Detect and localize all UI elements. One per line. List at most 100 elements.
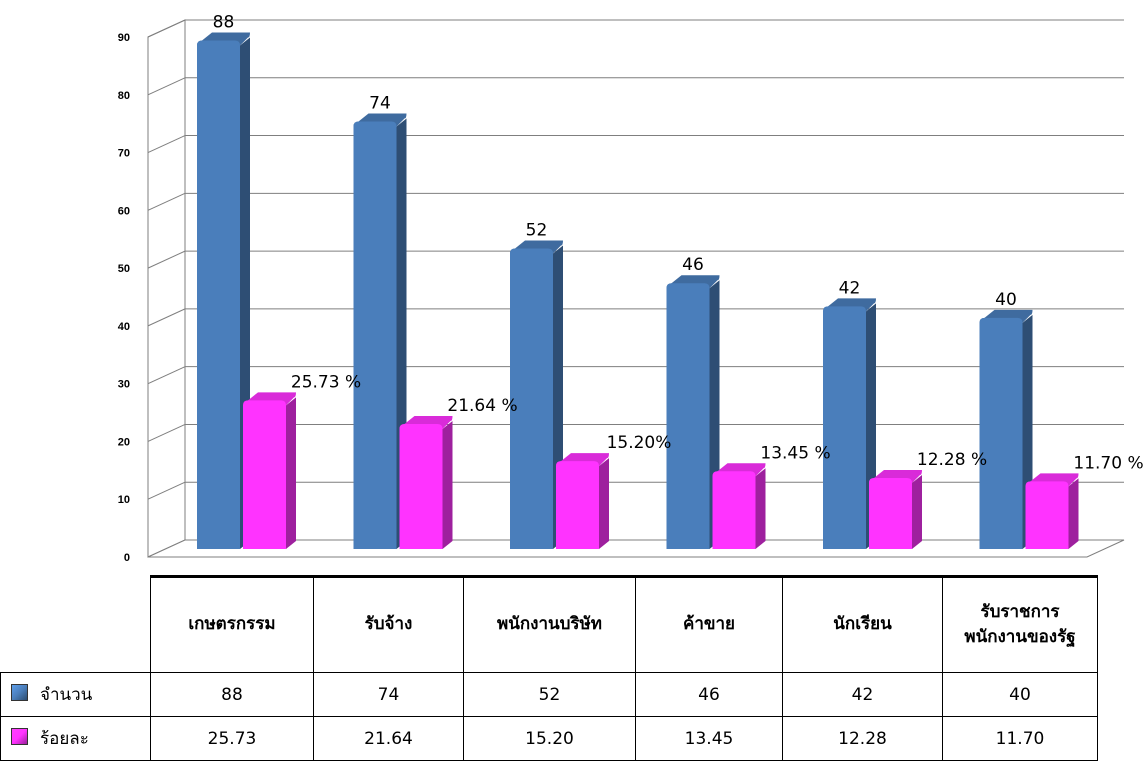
y-tick-label: 40 [118, 321, 130, 333]
table-corner-cell [1, 577, 151, 673]
data-label: 25.73 % [291, 372, 361, 392]
category-header: รับราชการพนักงานของรัฐ [942, 575, 1098, 673]
y-tick-label: 0 [124, 552, 130, 564]
y-tick-label: 60 [118, 205, 130, 217]
bar [399, 415, 453, 549]
bar-front [510, 248, 553, 550]
y-tick-label: 10 [118, 494, 130, 506]
bar-front [243, 400, 286, 549]
category-label: รับจ้าง [364, 614, 413, 635]
table-header-row: เกษตรกรรม รับจ้าง พนักงานบริษัท ค้าขาย นักเร… [1, 575, 1098, 673]
gridline-depth [147, 366, 186, 385]
y-axis-ticks: 0 10 20 30 40 50 60 70 80 90 [118, 32, 130, 564]
data-label: 40 [995, 290, 1017, 310]
table-row: ร้อยละ 25.73 21.64 15.20 13.45 12.28 11.70 [0, 716, 1098, 761]
side-wall [147, 19, 186, 558]
bar-front [666, 283, 710, 549]
category-label: ค้าขาย [682, 614, 736, 635]
bar [712, 463, 766, 549]
bar-chart: 0 10 20 30 40 50 60 70 80 90 88 25.73 % 74 21.64 % 52… [118, 13, 1143, 564]
bar-front [979, 317, 1023, 549]
table-row: จำนวน 88 74 52 46 42 40 [0, 672, 1098, 717]
gridline-depth [147, 250, 186, 269]
data-label: 74 [369, 93, 391, 113]
bar-side [599, 458, 609, 549]
category-label: นักเรียน [833, 614, 892, 635]
chart-bars [197, 32, 1079, 550]
bar-front [399, 423, 443, 549]
gridline-depth [147, 135, 186, 154]
bar-front [556, 461, 599, 549]
data-labels: 88 25.73 % 74 21.64 % 52 15.20% 46 13.45 % 42 12.… [213, 13, 1143, 474]
legend-entry: ร้อยละ [0, 716, 151, 761]
data-label: 46 [682, 255, 704, 275]
legend-swatch [11, 684, 28, 701]
category-label: เกษตรกรรม [188, 614, 276, 635]
legend-swatch [11, 728, 28, 745]
gridline-depth [147, 308, 186, 327]
bar [1025, 473, 1079, 549]
bar [869, 470, 922, 549]
table-cell: 40 [942, 672, 1098, 717]
category-header: นักเรียน [782, 575, 943, 673]
data-label: 88 [213, 13, 235, 33]
category-header: ค้าขาย [635, 575, 783, 673]
data-label: 12.28 % [917, 450, 987, 470]
table-cell: 12.28 [782, 716, 943, 761]
chart-floor [147, 539, 1125, 558]
bar-front [823, 306, 866, 549]
table-cell: 52 [463, 672, 636, 717]
table-cell: 74 [313, 672, 464, 717]
data-label: 15.20% [607, 433, 672, 453]
bar-front [869, 478, 912, 549]
legend-entry: จำนวน [0, 672, 151, 717]
bar [556, 453, 609, 549]
category-label: รับราชการ [980, 601, 1060, 622]
gridline-depth [147, 19, 186, 38]
bar-side [912, 475, 922, 549]
data-label: 11.70 % [1073, 453, 1143, 473]
data-label: 21.64 % [447, 396, 517, 416]
bar-front [197, 40, 240, 550]
bar [197, 32, 250, 550]
category-header: เกษตรกรรม [150, 575, 314, 673]
bar [979, 309, 1033, 549]
data-label: 52 [526, 221, 548, 241]
category-header: รับจ้าง [313, 575, 464, 673]
y-tick-label: 20 [118, 436, 130, 448]
table-body: จำนวน 88 74 52 46 42 40 ร้อยละ 25.73 21.64 15.20 13… [0, 672, 1098, 761]
bar [353, 113, 407, 549]
gridline-depth [147, 423, 186, 442]
data-table: เกษตรกรรม รับจ้าง พนักงานบริษัท ค้าขาย นักเร… [0, 575, 1098, 761]
gridline-depth [147, 192, 186, 211]
bar [666, 275, 720, 549]
bar-front [353, 121, 397, 549]
bar-side [442, 420, 453, 549]
category-label: พนักงานของรัฐ [964, 627, 1076, 647]
table-cell: 21.64 [313, 716, 464, 761]
category-label: พนักงานบริษัท [497, 614, 602, 635]
bar [243, 392, 296, 549]
y-tick-label: 80 [118, 90, 130, 102]
bar [823, 298, 876, 549]
y-tick-label: 30 [118, 379, 130, 391]
bar-side [286, 397, 296, 549]
table-cell: 11.70 [942, 716, 1098, 761]
bar-side [1068, 478, 1079, 549]
y-tick-label: 90 [118, 32, 130, 44]
bar [510, 240, 563, 550]
bar-front [712, 471, 756, 549]
data-label: 42 [839, 278, 861, 298]
bar-side [755, 468, 766, 549]
chart-gridlines [147, 19, 1124, 500]
series-name: จำนวน [40, 685, 93, 705]
table-cell: 46 [635, 672, 783, 717]
table-cell: 42 [782, 672, 943, 717]
gridline-depth [147, 77, 186, 96]
data-label: 13.45 % [760, 443, 830, 463]
table-cell: 13.45 [635, 716, 783, 761]
category-header: พนักงานบริษัท [463, 575, 636, 673]
table-cell: 88 [150, 672, 314, 717]
gridline-depth [147, 481, 186, 500]
table-cell: 25.73 [150, 716, 314, 761]
